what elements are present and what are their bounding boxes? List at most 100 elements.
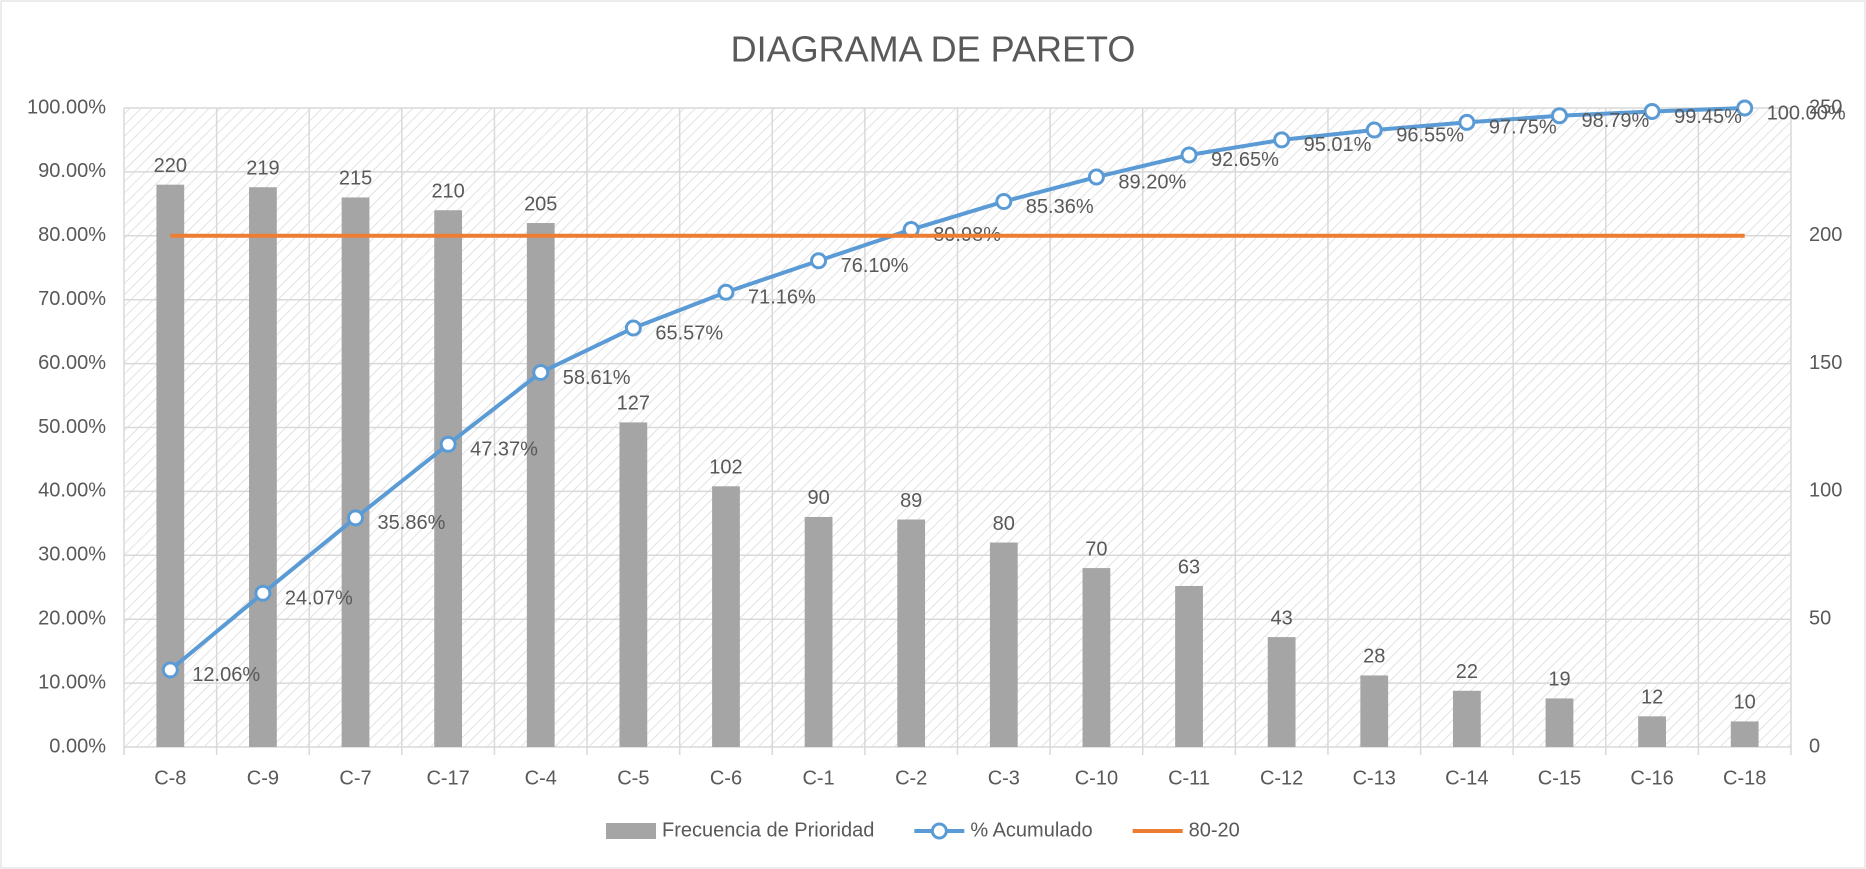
y2-tick-label: 250 xyxy=(1809,96,1842,118)
bar xyxy=(526,223,555,747)
y-tick-label: 0.00% xyxy=(49,735,106,757)
x-tick-label: C-8 xyxy=(154,767,186,789)
legend-label: Frecuencia de Prioridad xyxy=(662,819,874,841)
y2-tick-label: 0 xyxy=(1809,735,1820,757)
line-marker xyxy=(1458,113,1476,131)
line-marker xyxy=(532,363,550,381)
line-marker xyxy=(347,509,365,527)
x-tick-label: C-15 xyxy=(1538,767,1581,789)
line-marker xyxy=(1087,168,1105,186)
x-tick-label: C-13 xyxy=(1353,767,1396,789)
line-value-label: 85.36% xyxy=(1026,196,1094,218)
y2-tick-label: 50 xyxy=(1809,607,1831,629)
line-value-label: 24.07% xyxy=(285,587,353,609)
line xyxy=(169,106,1745,672)
bar xyxy=(1545,698,1574,747)
y2-tick-label: 100 xyxy=(1809,480,1842,502)
bar xyxy=(249,187,277,748)
line-marker xyxy=(254,584,272,602)
bar xyxy=(712,486,740,747)
bar xyxy=(804,516,833,747)
x-tick-label: C-2 xyxy=(895,767,927,789)
line-value-label: 35.86% xyxy=(378,512,446,534)
bar-value-label: 19 xyxy=(1548,669,1570,691)
y-tick-label: 10.00% xyxy=(38,671,106,693)
bar xyxy=(434,210,463,748)
x-tick-label: C-11 xyxy=(1168,767,1210,789)
bar-value-label: 215 xyxy=(339,168,372,190)
legend-marker xyxy=(930,822,948,840)
line-value-label: 89.20% xyxy=(1118,171,1186,193)
x-tick-label: C-10 xyxy=(1075,767,1118,789)
line-value-label: 71.16% xyxy=(748,287,816,309)
bar-value-label: 43 xyxy=(1271,607,1293,629)
x-tick-label: C-9 xyxy=(247,767,279,789)
line-value-label: 97.75% xyxy=(1489,117,1557,139)
y-tick-label: 100.00% xyxy=(27,96,106,118)
x-tick-label: C-16 xyxy=(1630,767,1673,789)
x-tick-label: C-5 xyxy=(617,767,649,789)
line-value-label: 65.57% xyxy=(655,322,723,344)
bar-value-label: 70 xyxy=(1085,538,1107,560)
x-tick-label: C-12 xyxy=(1260,767,1303,789)
line-marker xyxy=(624,319,642,337)
line-marker xyxy=(810,252,828,270)
line-marker xyxy=(1736,99,1754,117)
line-marker xyxy=(439,435,457,453)
legend-swatch xyxy=(606,823,656,839)
bar-value-label: 127 xyxy=(617,393,650,415)
chart-title: DIAGRAMA DE PARETO xyxy=(731,29,1136,70)
y-tick-label: 60.00% xyxy=(38,352,106,374)
line-value-label: 100.00% xyxy=(1767,102,1846,124)
bar xyxy=(1082,568,1111,747)
x-tick-label: C-17 xyxy=(426,767,469,789)
bar xyxy=(1638,716,1666,747)
y-tick-label: 80.00% xyxy=(38,224,106,246)
legend-label: 80-20 xyxy=(1189,819,1240,841)
bar xyxy=(1175,585,1203,747)
line-marker xyxy=(1273,131,1291,149)
line-marker xyxy=(717,283,735,301)
line-value-label: 58.61% xyxy=(563,367,631,389)
y-tick-label: 20.00% xyxy=(38,607,106,629)
line-value-label: 96.55% xyxy=(1396,124,1464,146)
bar xyxy=(619,422,648,747)
y-tick-label: 40.00% xyxy=(38,480,106,502)
bar-value-label: 102 xyxy=(709,457,742,479)
line-value-label: 12.06% xyxy=(192,664,260,686)
bar-value-label: 22 xyxy=(1456,661,1478,683)
bar-value-label: 10 xyxy=(1734,692,1756,714)
bar-value-label: 80 xyxy=(993,513,1015,535)
line-value-label: 76.10% xyxy=(841,255,909,277)
y-tick-label: 30.00% xyxy=(38,544,106,566)
legend-label: % Acumulado xyxy=(970,819,1092,841)
line-value-label: 95.01% xyxy=(1304,134,1372,156)
bar-value-label: 210 xyxy=(431,181,464,203)
bar xyxy=(156,184,185,747)
bar-value-label: 90 xyxy=(807,487,829,509)
y-tick-label: 70.00% xyxy=(38,288,106,310)
line-value-label: 92.65% xyxy=(1211,149,1279,171)
bar-value-label: 12 xyxy=(1641,687,1663,709)
y2-tick-label: 200 xyxy=(1809,224,1842,246)
bar-value-label: 205 xyxy=(524,193,557,215)
line-marker xyxy=(1180,146,1198,164)
x-tick-label: C-1 xyxy=(802,767,834,789)
bar xyxy=(1452,690,1481,747)
line-marker xyxy=(995,193,1013,211)
bar xyxy=(897,519,926,747)
bar-value-label: 28 xyxy=(1363,646,1385,668)
x-tick-label: C-18 xyxy=(1723,767,1766,789)
line-marker xyxy=(1550,107,1568,125)
x-tick-label: C-14 xyxy=(1445,767,1488,789)
line-value-label: 99.45% xyxy=(1674,106,1742,128)
line-marker xyxy=(1643,103,1661,121)
line-value-label: 98.79% xyxy=(1581,110,1649,132)
y2-tick-label: 150 xyxy=(1809,352,1842,374)
bar xyxy=(1730,721,1759,747)
bar xyxy=(1360,675,1389,747)
x-tick-label: C-6 xyxy=(710,767,742,789)
line-marker xyxy=(1365,121,1383,139)
y-tick-label: 90.00% xyxy=(38,160,106,182)
